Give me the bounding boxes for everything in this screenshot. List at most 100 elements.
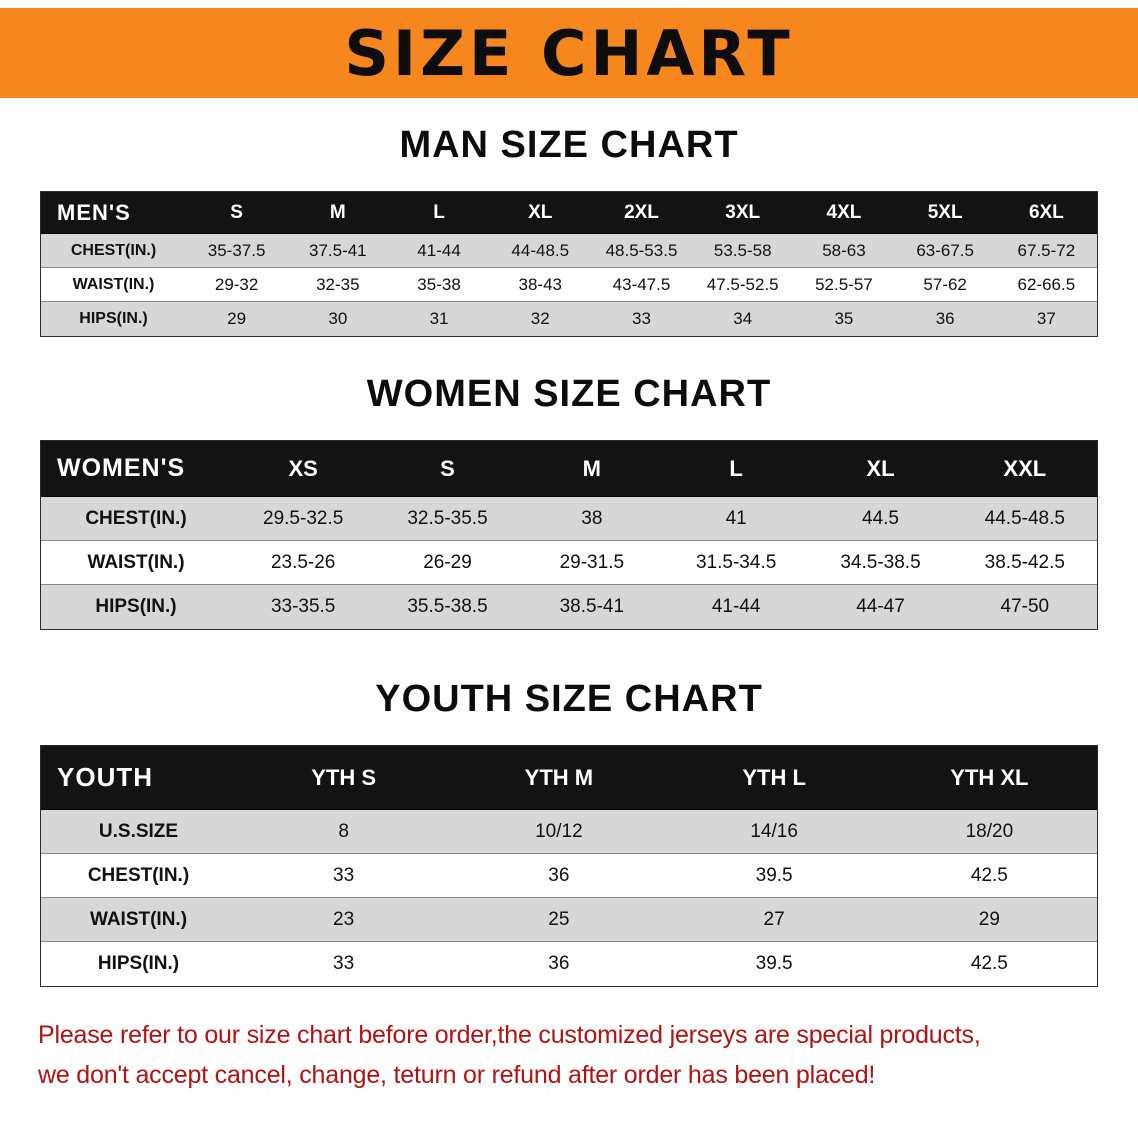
size-header-cell: L: [433, 201, 445, 223]
value-cell: 32.5-35.5: [407, 507, 488, 529]
value-cell: 38: [581, 507, 603, 529]
value-cell: 32-35: [316, 274, 360, 294]
value-cell: 57-62: [923, 274, 967, 294]
youth-size-chart-heading: YOUTH SIZE CHART: [375, 678, 763, 720]
value-cell: 47-50: [1000, 596, 1050, 617]
value-cell: 35.5-38.5: [407, 596, 488, 617]
table-header-row: MEN'S S M L XL 2XL 3XL 4XL 5XL 6XL: [41, 192, 1097, 234]
size-header-cell: S: [440, 455, 455, 481]
size-header-cell: S: [230, 201, 243, 223]
table-row: CHEST(IN.) 29.5-32.5 32.5-35.5 38 41 44.5 44.5…: [41, 497, 1097, 541]
value-cell: 25: [548, 908, 570, 930]
value-cell: 35: [834, 309, 854, 328]
size-header-cell: YTH M: [524, 764, 594, 790]
value-cell: 52.5-57: [815, 274, 873, 294]
value-cell: 67.5-72: [1017, 240, 1076, 260]
size-header-cell: 2XL: [624, 201, 659, 223]
row-label-cell: U.S.SIZE: [98, 820, 179, 842]
value-cell: 31: [429, 309, 449, 328]
table-title-cell: YOUTH: [57, 762, 153, 792]
notice-line-1: Please refer to our size chart before or…: [38, 1021, 981, 1049]
value-cell: 33-35.5: [270, 596, 336, 617]
table-row: WAIST(IN.) 23 25 27 29: [41, 898, 1097, 942]
value-cell: 36: [548, 953, 570, 974]
table-row: WAIST(IN.) 29-32 32-35 35-38 38-43 43-47.5 47.…: [41, 268, 1097, 302]
value-cell: 33: [632, 309, 651, 328]
order-notice: Please refer to our size chart before or…: [38, 1015, 1138, 1095]
value-cell: 41: [725, 507, 747, 529]
value-cell: 44.5-48.5: [984, 507, 1065, 529]
value-cell: 44-47: [856, 596, 905, 617]
row-label-cell: CHEST(IN.): [85, 507, 187, 529]
row-label-cell: WAIST(IN.): [89, 908, 188, 930]
size-chart-page: SIZE CHART MAN SIZE CHART MEN'S S M L XL 2XL 3…: [0, 8, 1138, 1095]
size-header-cell: XS: [288, 455, 318, 481]
size-header-cell: XXL: [1003, 455, 1047, 481]
value-cell: 38.5-41: [559, 596, 625, 617]
value-cell: 29.5-32.5: [263, 507, 344, 529]
value-cell: 23: [333, 908, 355, 930]
table-title-cell: WOMEN'S: [57, 454, 186, 482]
page-title: SIZE CHART: [344, 16, 794, 90]
size-header-cell: YTH XL: [950, 764, 1029, 790]
value-cell: 18/20: [965, 820, 1014, 842]
value-cell: 38-43: [518, 274, 562, 294]
value-cell: 43-47.5: [612, 274, 671, 294]
row-label-cell: CHEST(IN.): [70, 241, 157, 259]
value-cell: 37.5-41: [308, 240, 367, 260]
table-row: WAIST(IN.) 23.5-26 26-29 29-31.5 31.5-34.5 34…: [41, 541, 1097, 585]
row-label-cell: HIPS(IN.): [79, 310, 148, 327]
size-header-cell: 4XL: [826, 201, 862, 223]
men-size-table: MEN'S S M L XL 2XL 3XL 4XL 5XL 6XL CHEST(IN.) 35-37…: [40, 191, 1098, 337]
size-header-cell: XL: [528, 201, 553, 223]
table-header-row: WOMEN'S XS S M L XL XXL: [41, 441, 1097, 497]
size-header-cell: L: [729, 455, 743, 481]
row-label-cell: HIPS(IN.): [95, 596, 177, 617]
value-cell: 26-29: [423, 551, 472, 573]
value-cell: 39.5: [755, 864, 793, 886]
youth-size-table: YOUTH YTH S YTH M YTH L YTH XL U.S.SIZE 8 10/12…: [40, 745, 1098, 987]
value-cell: 39.5: [755, 953, 793, 974]
value-cell: 42.5: [970, 953, 1008, 974]
men-size-chart-heading: MAN SIZE CHART: [399, 124, 739, 166]
value-cell: 63-67.5: [916, 240, 974, 260]
value-cell: 10/12: [535, 820, 583, 842]
table-row: HIPS(IN.) 33 36 39.5 42.5: [41, 942, 1097, 986]
size-header-cell: 5XL: [927, 201, 963, 223]
value-cell: 38.5-42.5: [984, 551, 1065, 573]
value-cell: 48.5-53.5: [605, 240, 678, 260]
value-cell: 27: [763, 908, 785, 930]
row-label-cell: WAIST(IN.): [87, 551, 185, 573]
value-cell: 42.5: [970, 864, 1008, 886]
value-cell: 36: [548, 864, 570, 886]
row-label-cell: HIPS(IN.): [97, 953, 180, 974]
women-size-chart-section: WOMEN SIZE CHART WOMEN'S XS S M L XL XXL CHEST(…: [0, 373, 1138, 630]
value-cell: 36: [935, 309, 955, 328]
size-header-cell: M: [582, 455, 601, 481]
size-header-cell: 6XL: [1028, 201, 1064, 223]
value-cell: 47.5-52.5: [706, 274, 779, 294]
table-row: CHEST(IN.) 35-37.5 37.5-41 41-44 44-48.5 48.5…: [41, 234, 1097, 268]
value-cell: 29-31.5: [559, 551, 625, 573]
value-cell: 14/16: [750, 820, 798, 842]
table-header-row: YOUTH YTH S YTH M YTH L YTH XL: [41, 746, 1097, 810]
value-cell: 33: [333, 864, 355, 886]
size-header-cell: M: [329, 201, 346, 223]
men-size-chart-section: MAN SIZE CHART MEN'S S M L XL 2XL 3XL 4XL 5XL 6XL…: [0, 124, 1138, 337]
size-header-cell: XL: [866, 455, 895, 481]
value-cell: 44-48.5: [511, 240, 570, 260]
value-cell: 23.5-26: [270, 551, 336, 573]
youth-size-chart-section: YOUTH SIZE CHART YOUTH YTH S YTH M YTH L YTH…: [0, 678, 1138, 987]
table-row: U.S.SIZE 8 10/12 14/16 18/20: [41, 810, 1097, 854]
value-cell: 44.5: [862, 507, 899, 529]
size-header-cell: YTH L: [742, 764, 806, 790]
value-cell: 35-38: [417, 274, 461, 294]
value-cell: 30: [328, 309, 348, 328]
value-cell: 34.5-38.5: [840, 551, 921, 573]
value-cell: 8: [338, 820, 349, 842]
value-cell: 35-37.5: [207, 240, 266, 260]
table-row: HIPS(IN.) 33-35.5 35.5-38.5 38.5-41 41-44 44-…: [41, 585, 1097, 629]
table-row: HIPS(IN.) 29 30 31 32 33 34 35 36 37: [41, 302, 1097, 336]
value-cell: 58-63: [822, 240, 866, 260]
value-cell: 34: [733, 309, 753, 328]
